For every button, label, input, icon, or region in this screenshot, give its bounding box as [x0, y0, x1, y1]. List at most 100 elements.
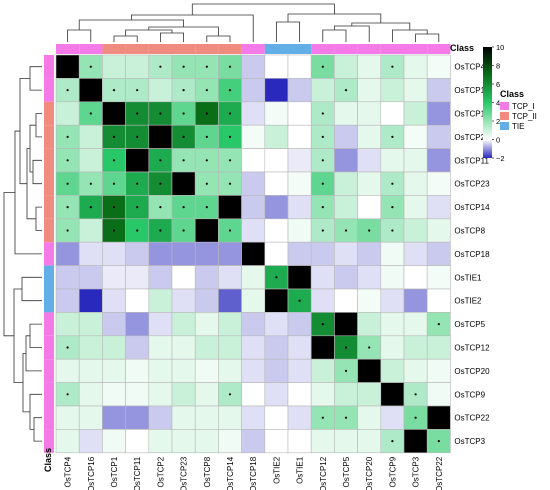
heatmap-cell-ostie2-ostie2	[264, 288, 289, 313]
heatmap-cell-ostcp16-ostcp20	[357, 78, 382, 103]
heatmap-cell-ostcp9-ostcp20	[357, 382, 382, 407]
row-class-ostcp2	[44, 125, 54, 149]
heatmap-cell-ostcp12-ostcp23	[171, 335, 196, 360]
significance-dot	[298, 299, 301, 302]
heatmap-cell-ostie1-ostcp16	[78, 265, 103, 290]
significance-dot	[136, 89, 139, 92]
heatmap-cell-ostcp18-ostcp1	[102, 241, 126, 266]
heatmap-cell-ostcp20-ostcp4	[55, 358, 80, 383]
heatmap-cell-ostcp16-ostcp18	[241, 78, 266, 103]
row-dendrogram-branch	[14, 130, 42, 255]
row-class-ostcp3	[44, 429, 54, 453]
heatmap-cell-ostcp18-ostcp5	[334, 241, 358, 266]
heatmap-cell-ostie2-ostcp20	[357, 288, 382, 313]
column-label-ostcp22: OsTCP22	[435, 456, 444, 490]
column-label-ostcp3: OsTCP3	[412, 456, 421, 487]
heatmap-cell-ostcp2-ostcp2	[148, 124, 173, 149]
row-class-ostcp9	[44, 382, 54, 406]
heatmap-cell-ostie2-ostcp3	[403, 288, 428, 313]
column-label-ostcp20: OsTCP20	[365, 456, 374, 490]
significance-dot	[321, 65, 324, 68]
legend-swatch-tie	[500, 122, 509, 130]
heatmap-cell-ostcp2-ostie1	[287, 124, 312, 149]
heatmap-cell-ostcp18-ostcp8	[194, 241, 219, 266]
heatmap-cell-ostcp16-ostie2	[264, 78, 289, 103]
heatmap-cell-ostcp9-ostcp1	[102, 382, 126, 407]
significance-dot	[391, 65, 394, 68]
significance-dot	[228, 393, 232, 396]
heatmap-cell-ostcp1-ostie2	[264, 101, 289, 126]
heatmap-cell-ostcp3-ostcp2	[148, 429, 173, 454]
significance-dot	[159, 65, 162, 68]
heatmap-cell-ostcp22-ostcp11	[125, 405, 150, 430]
heatmap-cell-ostcp3-ostcp8	[194, 429, 219, 454]
heatmap-cell-ostcp2-ostie2	[264, 124, 289, 149]
legend-swatch-tcp-ii	[500, 112, 509, 120]
heatmap-cell-ostcp4-ostcp22	[426, 54, 451, 79]
heatmap-cell-ostcp4-ostcp3	[403, 54, 428, 79]
heatmap-cell-ostcp22-ostie2	[264, 405, 289, 430]
significance-dot	[391, 182, 394, 185]
column-dendrogram-branch	[334, 25, 370, 42]
heatmap-cell-ostcp9-ostcp18	[241, 382, 266, 407]
significance-dot	[228, 89, 232, 92]
heatmap-cell-ostcp12-ostcp12	[310, 335, 335, 360]
heatmap-cell-ostcp23-ostie1	[287, 171, 312, 196]
legend-swatch-tcp-i	[500, 102, 509, 110]
column-class-ostcp1	[102, 44, 126, 54]
column-dendrogram-branch	[160, 32, 184, 42]
significance-dot	[368, 346, 371, 349]
heatmap-cell-ostcp3-ostcp20	[357, 429, 382, 454]
heatmap-cell-ostcp18-ostcp3	[403, 241, 428, 266]
row-labels: OsTCP4 OsTCP16 OsTCP1 OsTCP2 OsTCP11 OsTCP23 O…	[454, 63, 490, 446]
heatmap-cell-ostcp9-ostcp16	[78, 382, 103, 407]
row-dendrogram	[3, 66, 42, 442]
heatmap-cell-ostcp23-ostcp3	[403, 171, 428, 196]
heatmap-cell-ostie2-ostcp8	[194, 288, 219, 313]
row-dendrogram-branch	[13, 288, 23, 383]
row-class-ostcp14	[44, 195, 54, 219]
row-dendrogram-branch	[29, 393, 42, 430]
row-label-ostcp1: OsTCP1	[454, 110, 485, 119]
colorbar-tick-label: 2	[496, 117, 500, 126]
significance-dot	[182, 229, 185, 232]
significance-dot	[344, 89, 348, 92]
row-dendrogram-branch	[19, 78, 30, 185]
colorbar-tick-label: 0	[496, 136, 500, 145]
significance-dot	[112, 182, 116, 185]
heatmap-cell-ostcp8-ostcp16	[78, 218, 103, 243]
column-label-ostie2: OsTIE2	[272, 456, 281, 484]
heatmap-cell-ostcp18-ostcp11	[125, 241, 150, 266]
significance-dot	[228, 135, 232, 138]
heatmap-cell-ostcp12-ostcp8	[194, 335, 219, 360]
heatmap-cell-ostcp3-ostie2	[264, 429, 289, 454]
row-label-ostcp12: OsTCP12	[454, 344, 490, 353]
significance-dot	[66, 229, 69, 232]
heatmap-cell-ostcp22-ostie1	[287, 405, 312, 430]
heatmap-cell-ostcp20-ostcp16	[78, 358, 103, 383]
heatmap-cell-ostcp5-ostcp20	[357, 312, 382, 337]
row-label-ostcp3: OsTCP3	[454, 437, 485, 446]
heatmap-cell-ostie1-ostcp8	[194, 265, 219, 290]
heatmap-cell-ostcp8-ostie2	[264, 218, 289, 243]
row-dendrogram-branch	[35, 113, 42, 138]
heatmap-cell-ostie2-ostcp23	[171, 288, 196, 313]
heatmap-cell-ostcp18-ostcp14	[218, 241, 242, 266]
heatmap-cell-ostcp11-ostcp3	[403, 148, 428, 173]
heatmap-cell-ostcp16-ostcp12	[310, 78, 335, 103]
heatmap-cell-ostcp5-ostcp5	[334, 312, 358, 337]
significance-dot	[321, 112, 324, 115]
heatmap-cell-ostcp1-ostcp20	[357, 101, 382, 126]
heatmap-cell-ostcp3-ostcp16	[78, 429, 103, 454]
heatmap-cell-ostcp14-ostcp3	[403, 195, 428, 220]
colorbar-tick-label: 8	[496, 62, 500, 71]
row-label-ostcp18: OsTCP18	[454, 250, 490, 259]
heatmap-cell-ostie2-ostcp22	[426, 288, 451, 313]
heatmap-cell-ostcp1-ostcp3	[403, 101, 428, 126]
heatmap-cell-ostcp11-ostcp11	[125, 148, 150, 173]
column-dendrogram-branch	[131, 14, 254, 42]
heatmap-cell-ostcp16-ostcp2	[148, 78, 173, 103]
heatmap-cell-ostcp11-ostcp16	[78, 148, 103, 173]
row-label-ostcp5: OsTCP5	[454, 320, 485, 329]
column-label-ostcp8: OsTCP8	[203, 456, 212, 487]
